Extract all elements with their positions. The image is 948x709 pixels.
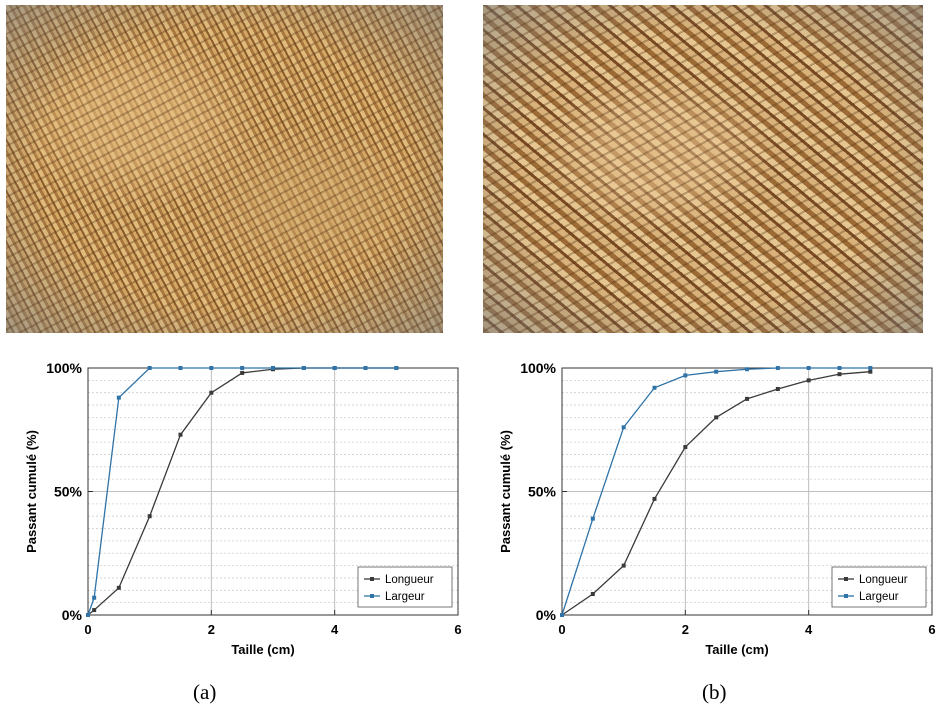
legend-box <box>357 566 453 608</box>
series-line-largeur <box>87 367 397 616</box>
data-point-largeur <box>683 373 688 378</box>
legend: Longueur Largeur <box>831 566 927 608</box>
wood-chips-photo-b <box>483 5 923 333</box>
data-point-largeur <box>363 366 368 370</box>
data-point-longueur <box>240 370 245 375</box>
data-point-largeur <box>147 366 152 370</box>
y-axis-label: Passant cumulé (%) <box>498 430 513 553</box>
data-point-largeur <box>209 366 214 370</box>
y-tick-label: 100% <box>520 360 556 376</box>
legend-label: Largeur <box>859 591 899 603</box>
cumulative-chart-b: 0% 50% 100% 0 2 4 6 Taille (cm) Passant cumulé (… <box>498 360 936 657</box>
x-tick-label: 2 <box>682 622 689 637</box>
legend-label: Longueur <box>385 574 434 586</box>
data-point-largeur <box>86 613 90 617</box>
x-tick-label: 0 <box>558 622 565 637</box>
legend-swatch-marker <box>370 594 374 598</box>
x-tick-label: 6 <box>454 622 461 637</box>
data-point-longueur <box>621 563 626 568</box>
y-tick-label: 0% <box>536 607 557 623</box>
data-point-largeur <box>745 367 749 372</box>
data-point-largeur <box>240 366 245 370</box>
x-axis-label: Taille (cm) <box>231 642 294 657</box>
x-axis-label: Taille (cm) <box>705 642 768 657</box>
y-axis-label: Passant cumulé (%) <box>24 430 39 553</box>
data-point-longueur <box>209 390 214 395</box>
y-tick-label: 0% <box>62 607 83 623</box>
data-point-largeur <box>714 369 719 374</box>
data-point-longueur <box>837 372 842 377</box>
data-point-largeur <box>301 366 306 370</box>
wood-chips-photo-a <box>6 5 443 333</box>
data-point-longueur <box>683 445 688 450</box>
data-point-largeur <box>775 366 780 370</box>
legend-box <box>831 566 927 608</box>
x-tick-label: 4 <box>805 622 813 637</box>
data-point-longueur <box>178 432 183 437</box>
data-point-largeur <box>560 613 564 617</box>
data-point-largeur <box>837 366 842 370</box>
legend-swatch-marker <box>370 577 374 581</box>
data-point-longueur <box>116 585 121 590</box>
data-point-largeur <box>394 366 399 370</box>
data-point-largeur <box>590 516 595 521</box>
data-point-longueur <box>714 415 719 420</box>
data-point-largeur <box>868 366 873 370</box>
data-point-longueur <box>775 386 780 391</box>
panel-label-a: (a) <box>193 680 217 704</box>
data-point-largeur <box>621 425 626 430</box>
data-point-longueur <box>590 592 595 597</box>
x-tick-label: 0 <box>84 622 91 637</box>
data-point-largeur <box>806 366 811 370</box>
data-point-longueur <box>147 514 152 519</box>
y-tick-label: 100% <box>46 360 82 376</box>
y-tick-label: 50% <box>528 484 557 500</box>
data-point-largeur <box>332 366 337 370</box>
data-point-longueur <box>92 608 97 613</box>
data-point-longueur <box>806 378 811 383</box>
data-point-largeur <box>92 595 97 600</box>
data-point-largeur <box>652 385 657 390</box>
data-point-longueur <box>652 496 657 501</box>
data-point-largeur <box>271 366 275 370</box>
x-tick-label: 4 <box>331 622 339 637</box>
panel-label-b: (b) <box>702 680 727 704</box>
data-point-longueur <box>868 369 873 374</box>
data-point-largeur <box>116 395 121 400</box>
x-tick-label: 6 <box>928 622 935 637</box>
y-tick-label: 50% <box>54 484 83 500</box>
cumulative-chart-a: 0% 50% 100% 0 2 4 6 Taille (cm) Passant cumulé (… <box>24 360 462 657</box>
legend-swatch-marker <box>844 594 848 598</box>
legend-swatch-marker <box>844 577 848 581</box>
data-point-longueur <box>745 396 749 401</box>
x-tick-label: 2 <box>208 622 215 637</box>
legend-label: Largeur <box>385 591 425 603</box>
data-point-largeur <box>178 366 183 370</box>
legend-label: Longueur <box>859 574 908 586</box>
legend: Longueur Largeur <box>357 566 453 608</box>
